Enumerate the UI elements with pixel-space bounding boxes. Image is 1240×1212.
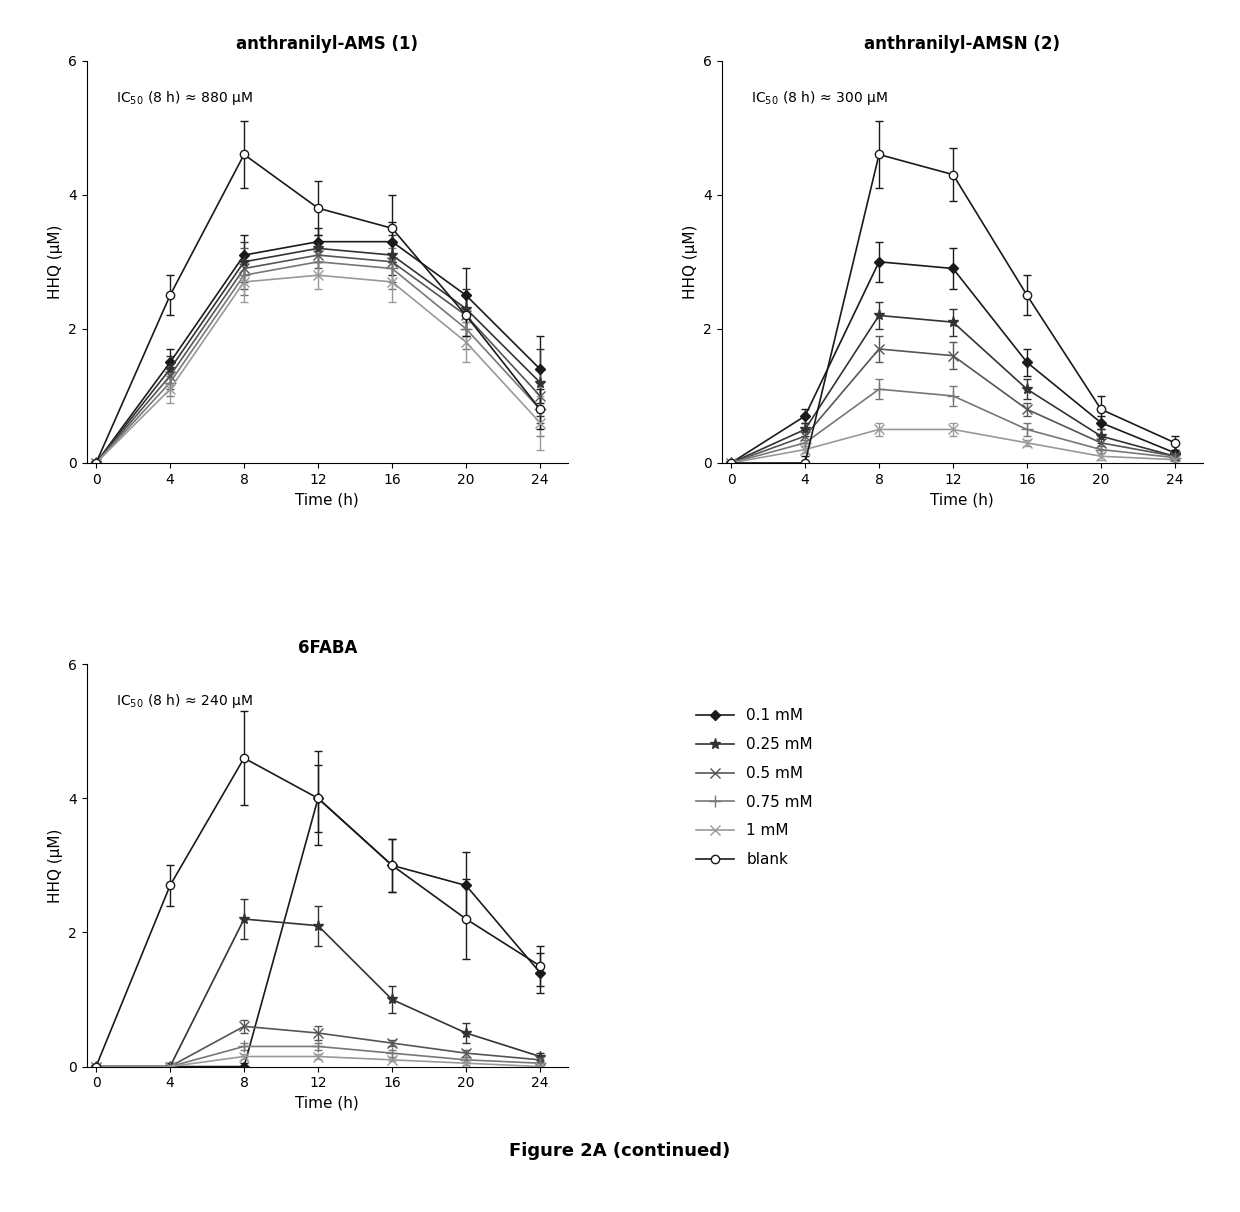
- Y-axis label: HHQ (μM): HHQ (μM): [682, 224, 698, 299]
- Title: anthranilyl-AMSN (2): anthranilyl-AMSN (2): [864, 35, 1060, 53]
- Legend: 0.1 mM, 0.25 mM, 0.5 mM, 0.75 mM, 1 mM, blank: 0.1 mM, 0.25 mM, 0.5 mM, 0.75 mM, 1 mM, …: [689, 702, 818, 874]
- Text: IC$_{50}$ (8 h) ≈ 240 μM: IC$_{50}$ (8 h) ≈ 240 μM: [115, 692, 253, 710]
- Text: Figure 2A (continued): Figure 2A (continued): [510, 1143, 730, 1160]
- Text: IC$_{50}$ (8 h) ≈ 300 μM: IC$_{50}$ (8 h) ≈ 300 μM: [750, 88, 888, 107]
- X-axis label: Time (h): Time (h): [295, 492, 360, 508]
- Text: IC$_{50}$ (8 h) ≈ 880 μM: IC$_{50}$ (8 h) ≈ 880 μM: [115, 88, 253, 107]
- Title: anthranilyl-AMS (1): anthranilyl-AMS (1): [237, 35, 418, 53]
- Title: 6FABA: 6FABA: [298, 639, 357, 657]
- X-axis label: Time (h): Time (h): [295, 1096, 360, 1111]
- Y-axis label: HHQ (μM): HHQ (μM): [47, 828, 63, 903]
- Y-axis label: HHQ (μM): HHQ (μM): [47, 224, 63, 299]
- X-axis label: Time (h): Time (h): [930, 492, 994, 508]
